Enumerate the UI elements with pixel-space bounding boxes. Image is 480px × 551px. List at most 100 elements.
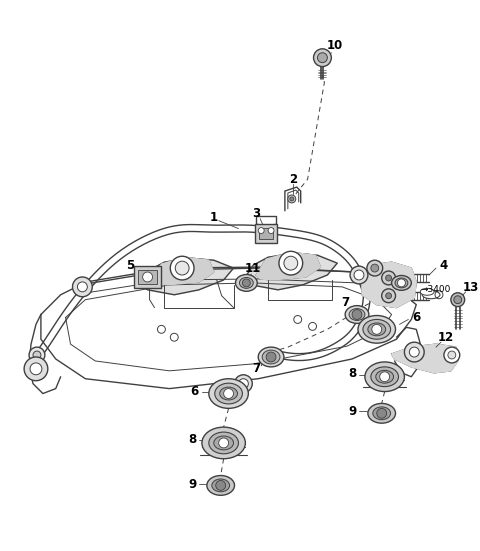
Text: 5: 5: [126, 258, 134, 272]
Ellipse shape: [209, 432, 239, 454]
Circle shape: [258, 228, 264, 234]
Polygon shape: [140, 258, 234, 295]
Text: 6: 6: [190, 385, 198, 398]
Ellipse shape: [215, 383, 242, 404]
Circle shape: [279, 251, 303, 275]
Circle shape: [157, 326, 166, 333]
FancyBboxPatch shape: [138, 270, 157, 284]
Ellipse shape: [220, 387, 238, 400]
Circle shape: [352, 310, 362, 320]
Circle shape: [290, 197, 294, 201]
Circle shape: [239, 379, 248, 388]
Circle shape: [266, 352, 276, 362]
FancyBboxPatch shape: [255, 224, 277, 244]
Polygon shape: [362, 262, 416, 307]
Ellipse shape: [422, 291, 440, 299]
Circle shape: [294, 316, 302, 323]
Text: 13: 13: [462, 282, 479, 294]
Ellipse shape: [212, 479, 229, 492]
Circle shape: [235, 375, 252, 392]
Circle shape: [380, 372, 390, 382]
Circle shape: [170, 333, 178, 341]
Circle shape: [448, 351, 456, 359]
Circle shape: [405, 342, 424, 362]
Ellipse shape: [365, 362, 405, 392]
Text: 1: 1: [210, 211, 218, 224]
Circle shape: [385, 293, 392, 299]
Circle shape: [397, 279, 406, 287]
Ellipse shape: [392, 276, 411, 290]
Ellipse shape: [376, 370, 394, 383]
Ellipse shape: [214, 436, 234, 450]
Circle shape: [170, 256, 194, 280]
Ellipse shape: [207, 476, 235, 495]
Circle shape: [367, 260, 383, 276]
Circle shape: [313, 49, 331, 67]
Text: 8: 8: [348, 368, 356, 380]
Text: 8: 8: [188, 434, 196, 446]
Circle shape: [377, 408, 386, 418]
Circle shape: [30, 363, 42, 375]
Ellipse shape: [262, 350, 280, 364]
Ellipse shape: [420, 288, 434, 295]
Circle shape: [350, 266, 368, 284]
Ellipse shape: [209, 379, 248, 408]
Circle shape: [354, 270, 364, 280]
Polygon shape: [392, 344, 458, 373]
Ellipse shape: [371, 367, 398, 387]
Circle shape: [216, 480, 226, 490]
Polygon shape: [243, 253, 337, 290]
Ellipse shape: [202, 427, 245, 459]
Circle shape: [72, 277, 92, 297]
Circle shape: [29, 347, 45, 363]
Circle shape: [77, 282, 87, 292]
Ellipse shape: [349, 309, 365, 321]
Text: →3400: →3400: [421, 285, 451, 294]
Text: 6: 6: [412, 311, 420, 324]
Text: 3: 3: [252, 207, 260, 220]
Text: 10: 10: [327, 39, 343, 52]
Text: 2: 2: [289, 172, 297, 186]
Ellipse shape: [395, 278, 408, 288]
Text: 4: 4: [440, 258, 448, 272]
Ellipse shape: [236, 274, 257, 291]
Text: 9: 9: [188, 478, 196, 491]
Circle shape: [451, 293, 465, 306]
Circle shape: [268, 228, 274, 234]
Text: 9: 9: [348, 405, 356, 418]
Ellipse shape: [258, 347, 284, 367]
Circle shape: [372, 325, 382, 334]
Circle shape: [317, 53, 327, 63]
Circle shape: [219, 438, 228, 448]
Circle shape: [33, 351, 41, 359]
Text: 7: 7: [252, 363, 260, 375]
Circle shape: [409, 347, 419, 357]
Ellipse shape: [363, 320, 391, 339]
Circle shape: [309, 322, 316, 330]
Polygon shape: [256, 252, 321, 280]
Text: 11: 11: [245, 262, 262, 274]
Text: 12: 12: [438, 331, 454, 344]
Circle shape: [371, 264, 379, 272]
Text: 7: 7: [341, 296, 349, 309]
Ellipse shape: [358, 316, 396, 343]
Polygon shape: [152, 257, 214, 285]
FancyBboxPatch shape: [134, 266, 161, 288]
Circle shape: [224, 388, 234, 398]
Circle shape: [385, 275, 392, 281]
Ellipse shape: [240, 278, 253, 288]
FancyBboxPatch shape: [259, 228, 273, 240]
Circle shape: [175, 261, 189, 275]
Circle shape: [444, 347, 460, 363]
Ellipse shape: [368, 403, 396, 423]
Circle shape: [454, 296, 462, 304]
Circle shape: [382, 289, 396, 302]
Ellipse shape: [345, 306, 369, 323]
Circle shape: [24, 357, 48, 381]
Circle shape: [242, 279, 250, 287]
Ellipse shape: [368, 323, 385, 336]
Circle shape: [288, 195, 296, 203]
Circle shape: [143, 272, 153, 282]
Circle shape: [284, 256, 298, 270]
Ellipse shape: [373, 407, 391, 420]
